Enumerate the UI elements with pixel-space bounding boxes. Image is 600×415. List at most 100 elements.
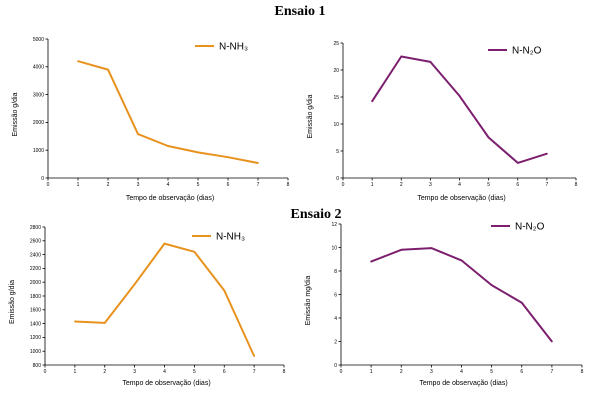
data-point [257, 162, 259, 164]
data-point [490, 284, 493, 286]
y-tick-label: 2600 [30, 239, 41, 245]
y-tick-label: 4 [334, 316, 337, 322]
data-point [137, 133, 139, 135]
data-point [400, 55, 403, 58]
data-point [550, 340, 553, 343]
y-tick-label: 8 [334, 269, 337, 275]
x-tick-label: 3 [137, 182, 140, 188]
x-tick-label: 5 [197, 182, 200, 188]
data-point [73, 320, 76, 323]
x-tick-label: 4 [460, 369, 463, 375]
x-tick-label: 6 [223, 369, 226, 375]
x-tick-label: 4 [167, 182, 170, 188]
y-tick-label: 2400 [30, 252, 41, 258]
x-tick-label: 0 [342, 182, 345, 188]
chart-ensaio1-n2o: 0 5 10 15 20 25 0 1 2 3 4 5 6 7 8 Tempo de observação (… [307, 41, 578, 202]
data-point [133, 283, 136, 286]
x-axis-label: Tempo de observação (dias) [419, 380, 507, 387]
y-tick-label: 2000 [33, 120, 44, 126]
data-point [77, 60, 79, 63]
x-tick-label: 8 [575, 182, 578, 188]
series-line [371, 55, 548, 164]
y-tick-label: 1000 [33, 148, 44, 154]
chart-ensaio1-nh3: 0 1000 2000 3000 4000 5000 0 1 2 3 4 5 6 7 8 Tempo de o… [12, 37, 290, 202]
x-tick-label: 6 [227, 182, 230, 188]
y-tick-label: 0 [336, 176, 339, 182]
data-point [107, 68, 109, 71]
x-tick-label: 0 [44, 369, 47, 375]
y-tick-label: 3000 [33, 92, 44, 98]
x-axis-label: Tempo de observação (dias) [417, 195, 505, 202]
section-title-ensaio-2: Ensaio 2 [291, 207, 342, 222]
y-tick-label: 1600 [30, 308, 41, 314]
y-tick-label: 2800 [30, 225, 41, 231]
data-point [197, 151, 199, 154]
x-tick-label: 8 [287, 182, 290, 188]
y-tick-label: 5000 [33, 37, 44, 43]
y-tick-label: 0 [334, 363, 337, 369]
x-tick-label: 8 [581, 369, 584, 375]
y-tick-label: 2 [334, 339, 337, 345]
x-tick-label: 7 [550, 369, 553, 375]
data-point [167, 145, 169, 147]
legend-label: N-NH₃ [219, 42, 248, 53]
legend-label: N-N₂O [512, 46, 542, 57]
y-tick-label: 2000 [30, 280, 41, 286]
series-line [77, 60, 259, 164]
y-tick-label: 10 [333, 122, 339, 128]
x-tick-label: 4 [458, 182, 461, 188]
x-axis-label: Tempo de observação (dias) [122, 380, 210, 387]
x-tick-label: 8 [283, 369, 286, 375]
x-tick-label: 0 [340, 369, 343, 375]
x-tick-label: 6 [520, 369, 523, 375]
data-point [429, 61, 432, 63]
x-tick-label: 1 [371, 182, 374, 188]
data-point [430, 247, 433, 249]
data-point [163, 242, 166, 245]
data-point [400, 248, 403, 251]
data-point [516, 161, 519, 164]
series-line [74, 242, 256, 357]
series-line [370, 247, 553, 343]
x-tick-label: 5 [487, 182, 490, 188]
data-point [545, 152, 548, 155]
data-point [370, 260, 373, 263]
y-tick-label: 15 [333, 95, 339, 101]
y-tick-label: 10 [331, 245, 337, 251]
y-tick-label: 0 [41, 176, 44, 182]
x-tick-label: 3 [429, 182, 432, 188]
y-tick-label: 6 [334, 292, 337, 298]
x-tick-label: 4 [163, 369, 166, 375]
x-tick-label: 2 [400, 182, 403, 188]
x-tick-label: 3 [430, 369, 433, 375]
y-tick-label: 20 [333, 68, 339, 74]
legend-label: N-N₂O [515, 222, 545, 233]
data-point [520, 301, 523, 304]
data-point [371, 100, 374, 103]
x-tick-label: 1 [370, 369, 373, 375]
legend-label: N-NH₃ [216, 232, 245, 243]
y-tick-label: 1800 [30, 294, 41, 300]
y-tick-label: 5 [336, 149, 339, 155]
y-axis-label: Emissão mg/dia [305, 275, 312, 325]
data-point [223, 289, 226, 292]
y-tick-label: 12 [331, 222, 337, 228]
y-axis-label: Emissão g/dia [12, 92, 19, 136]
section-title-ensaio-1: Ensaio 1 [275, 4, 326, 19]
data-point [193, 250, 196, 253]
x-tick-label: 0 [47, 182, 50, 188]
chart-ensaio2-nh3: 800 1000 1200 1400 1600 1800 2000 2200 2400 2600 2… [9, 225, 286, 387]
data-point [458, 95, 461, 97]
x-tick-label: 7 [545, 182, 548, 188]
x-tick-label: 2 [107, 182, 110, 188]
data-point [460, 259, 463, 262]
y-axis-label: Emissão g/dia [307, 94, 314, 138]
x-tick-label: 6 [516, 182, 519, 188]
x-tick-label: 7 [253, 369, 256, 375]
x-tick-label: 5 [193, 369, 196, 375]
data-point [103, 322, 106, 324]
y-tick-label: 1400 [30, 321, 41, 327]
y-tick-label: 2200 [30, 266, 41, 272]
